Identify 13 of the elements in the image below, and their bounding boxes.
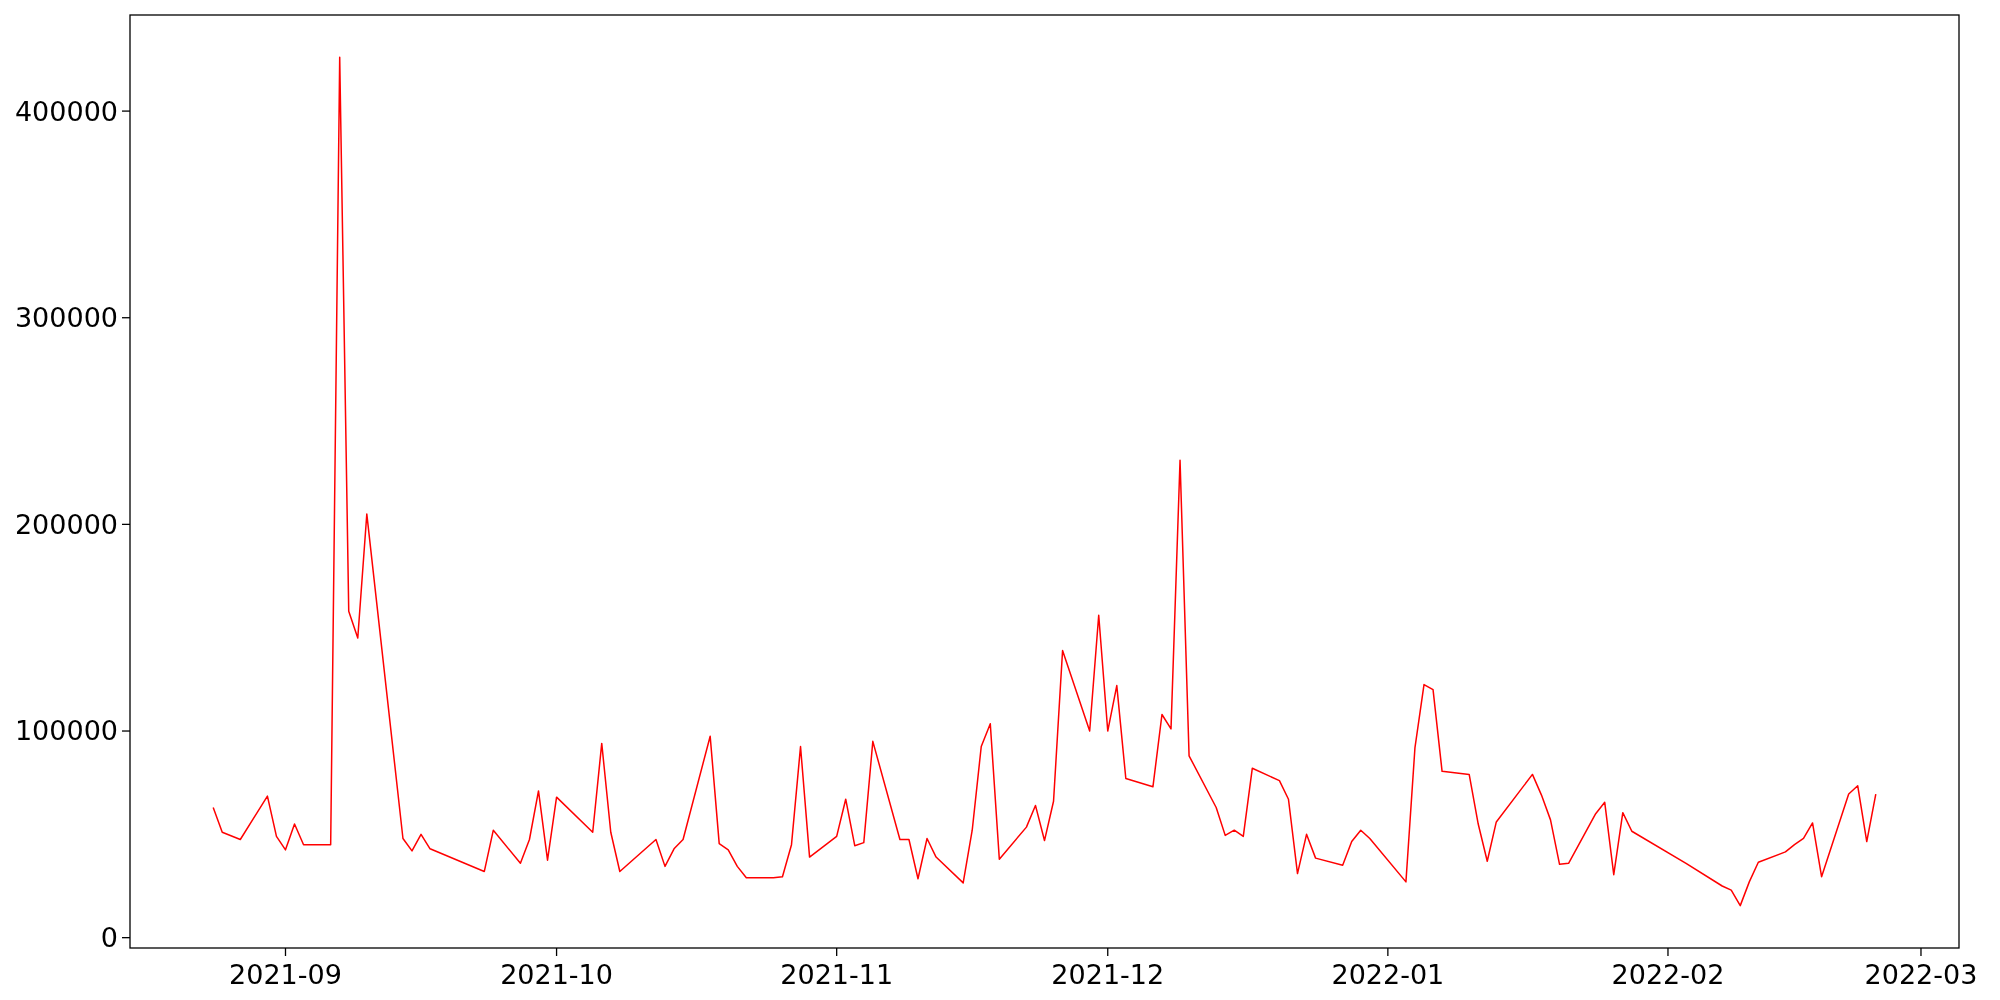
x-tick-label: 2021-12 — [1051, 959, 1165, 990]
x-tick-label: 2022-03 — [1864, 959, 1978, 990]
x-tick-label: 2021-11 — [780, 959, 894, 990]
y-tick-label: 400000 — [14, 95, 118, 127]
x-tick-label: 2022-02 — [1611, 959, 1725, 990]
x-tick-label: 2021-09 — [229, 959, 342, 990]
line-series — [212, 56, 1877, 907]
y-tick-label: 300000 — [14, 302, 118, 334]
x-tick-label: 2021-10 — [500, 959, 613, 990]
y-tick-label: 200000 — [14, 508, 118, 540]
y-tick-label: 100000 — [14, 715, 118, 747]
y-tick-label: 0 — [100, 922, 118, 954]
x-tick-label: 2022-01 — [1331, 959, 1445, 990]
